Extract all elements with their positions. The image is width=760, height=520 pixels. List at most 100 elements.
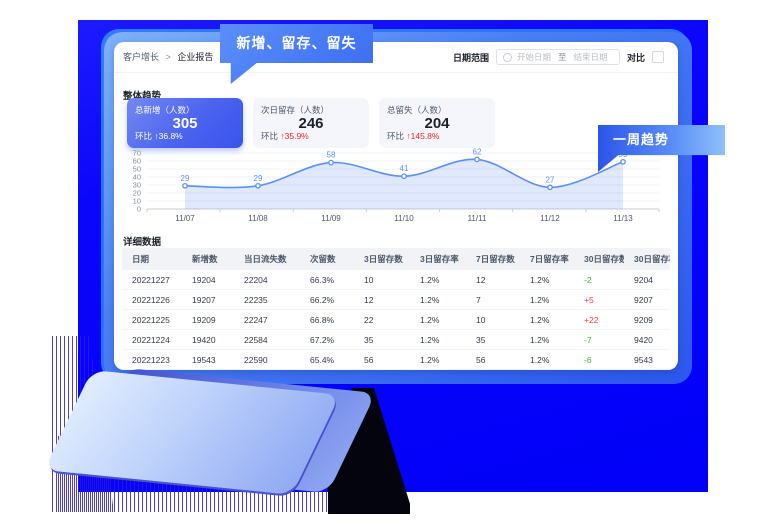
stat-value: 305 <box>172 114 198 132</box>
svg-text:60: 60 <box>133 157 141 166</box>
table-header-row: 日期 新增数 当日流失数 次留数 3日留存数 3日留存率 7日留存数 7日留存率 30日留存数 3… <box>122 248 670 270</box>
date-range-icon <box>502 52 512 62</box>
table-cell: 1.2% <box>410 270 466 290</box>
table-cell: 12 <box>354 289 410 310</box>
table-cell: 20221227 <box>122 270 182 290</box>
table-cell: +22 <box>574 309 624 330</box>
table-cell: 19207 <box>182 289 234 310</box>
table-header-cell: 3日留存数 <box>354 248 410 270</box>
stat-wow: 环比 ↑36.8% <box>135 131 183 141</box>
compare-checkbox[interactable] <box>652 51 664 63</box>
table-cell: 22204 <box>234 270 300 290</box>
breadcrumb-current[interactable]: 企业报告 <box>177 52 214 62</box>
stat-card-1[interactable]: 次日留存（人数） 246 环比 ↑35.9% <box>253 98 369 148</box>
table-cell: 1.2% <box>520 270 574 290</box>
table-cell: 22235 <box>234 289 300 310</box>
table-cell: 66.8% <box>300 309 354 330</box>
filter-bar: 日期范围 开始日期 至 结束日期 对比 <box>453 42 664 72</box>
table-header-cell: 新增数 <box>182 248 234 270</box>
svg-text:30: 30 <box>133 181 141 190</box>
table-cell: 19420 <box>182 329 234 350</box>
table-cell: 1.2% <box>410 329 466 350</box>
table-row: 20221225 19209 22247 66.8% 22 1.2% 10 1.2% +22 92… <box>122 309 670 330</box>
table-cell: 1.2% <box>520 309 574 330</box>
stat-wow: 环比 ↑35.9% <box>261 131 309 141</box>
table-cell: 56 <box>354 349 410 370</box>
table-cell: 1.2% <box>410 349 466 370</box>
stat-label: 总留失（人数） <box>387 105 447 115</box>
stat-label: 总新增（人数） <box>135 105 195 115</box>
table-cell: 7 <box>466 289 520 310</box>
svg-text:20: 20 <box>133 189 141 198</box>
detail-table: 日期 新增数 当日流失数 次留数 3日留存数 3日留存率 7日留存数 7日留存率 30日留存数 3… <box>122 248 670 370</box>
stat-card-2[interactable]: 总留失（人数） 204 环比 ↑145.8% <box>379 98 495 148</box>
table-cell: 1.2% <box>520 329 574 350</box>
stat-card-0[interactable]: 总新增（人数） 305 环比 ↑36.8% <box>127 98 243 148</box>
table-cell: 19204 <box>182 270 234 290</box>
trend-section-title: 整体趋势 <box>123 91 162 102</box>
breadcrumb-parent[interactable]: 客户增长 <box>123 52 160 62</box>
table-row: 20221223 19543 22590 65.4% 56 1.2% 56 1.2% -6 954… <box>122 349 670 370</box>
table-cell: 1.2% <box>520 289 574 310</box>
table-cell: 9207 <box>624 289 670 310</box>
table-body: 20221227 19204 22204 66.3% 10 1.2% 12 1.2% -2 920… <box>122 270 670 370</box>
table-header-cell: 次留数 <box>300 248 354 270</box>
table-cell: 22590 <box>234 349 300 370</box>
table-cell: 66.3% <box>300 270 354 290</box>
table-cell: 9420 <box>624 329 670 350</box>
card-header: 客户增长 > 企业报告 日期范围 开始日期 至 结束日期 对比 <box>114 42 678 73</box>
svg-text:11/09: 11/09 <box>321 214 341 223</box>
table-cell: 20221226 <box>122 289 182 310</box>
date-range-input[interactable]: 开始日期 至 结束日期 <box>495 49 620 65</box>
table-cell: -7 <box>574 329 624 350</box>
table-cell: 1.2% <box>410 309 466 330</box>
table-row: 20221226 19207 22235 66.2% 12 1.2% 7 1.2% +5 9207 <box>122 289 670 310</box>
table-cell: 10 <box>354 270 410 290</box>
table-cell: 66.2% <box>300 289 354 310</box>
end-date-placeholder: 结束日期 <box>573 52 608 62</box>
svg-text:70: 70 <box>133 149 141 158</box>
svg-text:29: 29 <box>254 174 263 183</box>
table-section-title: 详细数据 <box>123 237 162 248</box>
table-cell: 1.2% <box>520 349 574 370</box>
table-cell: -2 <box>574 270 624 290</box>
table-head: 日期 新增数 当日流失数 次留数 3日留存数 3日留存率 7日留存数 7日留存率 30日留存数 3… <box>122 248 670 270</box>
svg-text:11/13: 11/13 <box>613 214 633 223</box>
table-header-cell: 7日留存数 <box>466 248 520 270</box>
table-header-cell: 日期 <box>122 248 182 270</box>
svg-text:0: 0 <box>137 205 141 214</box>
date-to-label: 至 <box>558 52 567 62</box>
table-header-cell: 30日留存数 <box>574 248 624 270</box>
table-cell: 20221224 <box>122 329 182 350</box>
trend-chart: 0 10 20 30 40 50 60 70 29 11/07 29 11/08 58 11/09 41 11… <box>114 148 678 230</box>
svg-text:62: 62 <box>473 148 482 156</box>
svg-text:41: 41 <box>400 164 409 173</box>
breadcrumb: 客户增长 > 企业报告 <box>123 42 213 72</box>
svg-text:58: 58 <box>327 151 336 160</box>
compare-label: 对比 <box>626 52 645 63</box>
table-cell: -6 <box>574 349 624 370</box>
table-row: 20221227 19204 22204 66.3% 10 1.2% 12 1.2% -2 920… <box>122 270 670 290</box>
stat-cards: 总新增（人数） 305 环比 ↑36.8% 次日留存（人数） 246 环比 ↑35.9% 总… <box>127 98 495 148</box>
table-cell: 22247 <box>234 309 300 330</box>
table-header-cell: 7日留存率 <box>520 248 574 270</box>
table-row: 20221224 19420 22584 67.2% 35 1.2% 35 1.2% -7 942… <box>122 329 670 350</box>
table-cell: 19209 <box>182 309 234 330</box>
svg-text:40: 40 <box>133 173 141 182</box>
table-cell: 65.4% <box>300 349 354 370</box>
table-cell: 9209 <box>624 309 670 330</box>
svg-text:11/11: 11/11 <box>468 214 487 223</box>
table-header-cell: 3日留存率 <box>410 248 466 270</box>
svg-text:11/07: 11/07 <box>175 214 195 223</box>
table-cell: 20221223 <box>122 349 182 370</box>
table-cell: 56 <box>466 349 520 370</box>
table-cell: 35 <box>466 329 520 350</box>
table-cell: 9204 <box>624 270 670 290</box>
start-date-placeholder: 开始日期 <box>516 52 551 62</box>
table-cell: 1.2% <box>410 289 466 310</box>
dashboard-card: 客户增长 > 企业报告 日期范围 开始日期 至 结束日期 对比 整体趋势 总新增… <box>114 42 678 370</box>
svg-text:11/10: 11/10 <box>394 214 414 223</box>
stat-value: 204 <box>424 114 450 132</box>
table-cell: 19543 <box>182 349 234 370</box>
table-cell: 22584 <box>234 329 300 350</box>
